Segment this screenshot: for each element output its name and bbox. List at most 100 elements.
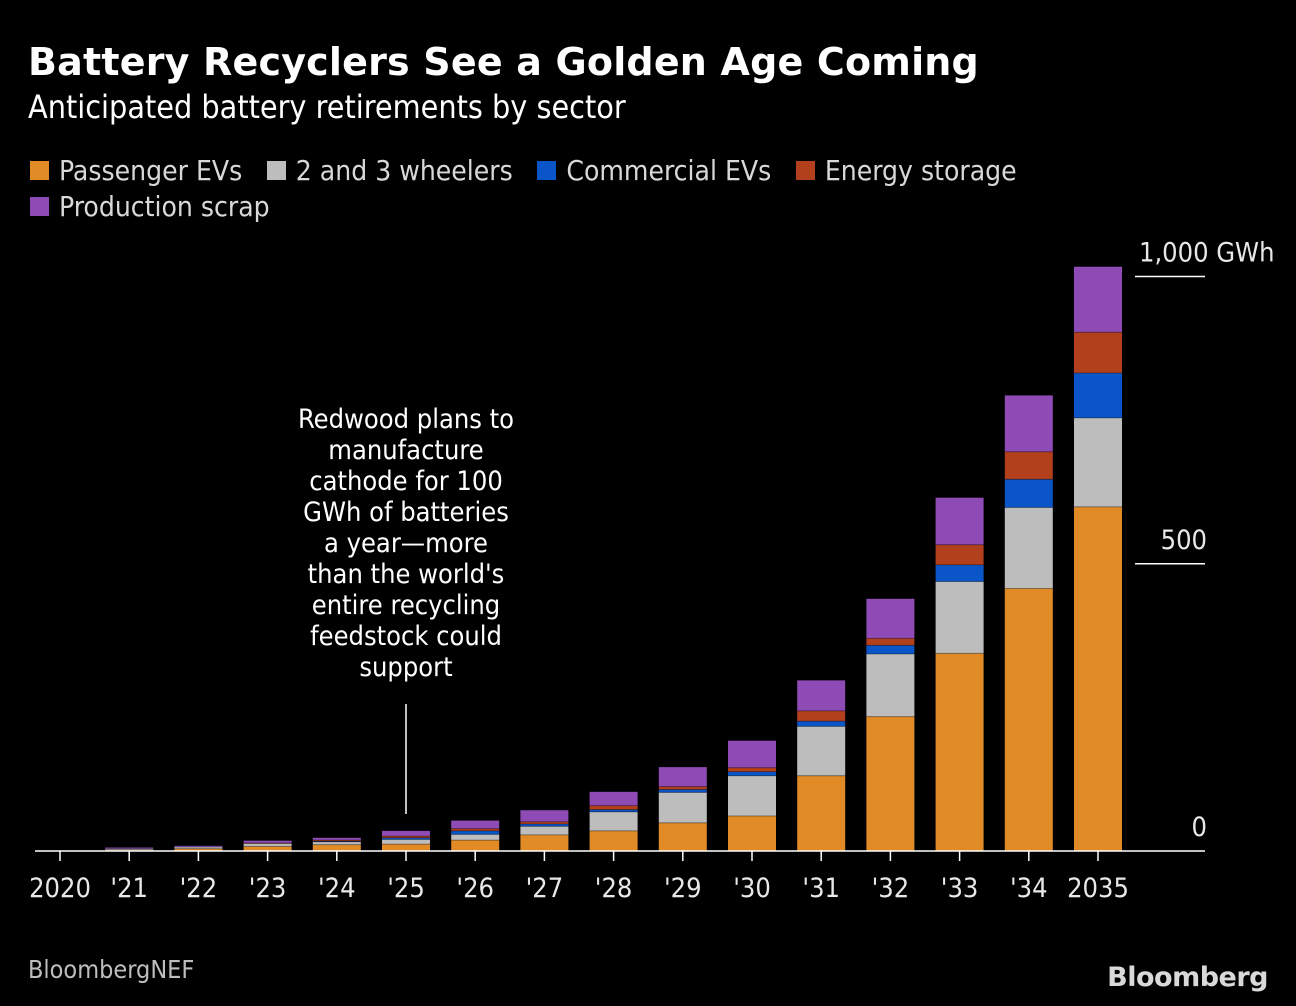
bar-commercial-evs-24 [312, 841, 361, 842]
x-tick-label-2020: 2020 [29, 873, 91, 904]
bar-energy-storage-2035 [1074, 332, 1122, 374]
bar-passenger-evs-29 [658, 822, 707, 851]
bar-commercial-evs-33 [935, 564, 984, 582]
x-tick-label-25: '25 [387, 873, 425, 904]
bar-energy-storage-30 [728, 767, 776, 772]
bar-passenger-evs-28 [589, 830, 638, 851]
legend-label-commercial-evs: Commercial EVs [566, 153, 772, 187]
bar-passenger-evs-34 [1004, 588, 1053, 851]
x-tick-label-28: '28 [595, 873, 633, 904]
bar-commercial-evs-27 [520, 823, 569, 827]
bar-passenger-evs-30 [728, 815, 776, 851]
bar-2-and-3-wheelers-27 [520, 826, 569, 835]
bar-production-scrap-25 [382, 830, 430, 837]
bar-production-scrap-2035 [1074, 266, 1122, 333]
legend-swatch-2-and-3-wheelers [266, 160, 286, 180]
bar-2-and-3-wheelers-21 [105, 848, 154, 850]
annotation-line: entire recycling [312, 590, 500, 621]
x-tick-label-32: '32 [872, 873, 910, 904]
y-axis: 0 500 1,000 GWh [1135, 238, 1274, 843]
bar-2-and-3-wheelers-29 [658, 792, 707, 823]
bar-commercial-evs-31 [797, 721, 846, 727]
x-tick-label-33: '33 [941, 873, 979, 904]
bar-passenger-evs-33 [935, 653, 984, 851]
bar-commercial-evs-30 [728, 771, 776, 776]
legend-swatch-passenger-evs [30, 160, 49, 180]
bar-energy-storage-29 [658, 786, 707, 790]
annotation-line: than the world's [308, 559, 505, 590]
y-tick-label-1-000-gwh: 1,000 GWh [1139, 238, 1274, 269]
bar-production-scrap-27 [520, 810, 569, 822]
x-tick-label-2035: 2035 [1067, 873, 1129, 904]
bar-2-and-3-wheelers-33 [935, 581, 984, 654]
bar-production-scrap-29 [658, 767, 707, 787]
annotation-line: manufacture [328, 435, 483, 466]
bar-passenger-evs-24 [312, 844, 361, 851]
bar-commercial-evs-2035 [1074, 373, 1122, 418]
x-tick-label-22: '22 [180, 873, 218, 904]
bar-passenger-evs-31 [797, 775, 846, 851]
legend-item-2-and-3-wheelers: 2 and 3 wheelers [266, 152, 513, 188]
bar-2-and-3-wheelers-30 [728, 775, 776, 816]
bar-2-and-3-wheelers-28 [589, 811, 638, 831]
bar-2-and-3-wheelers-31 [797, 726, 846, 776]
bar-commercial-evs-28 [589, 809, 638, 812]
bar-passenger-evs-32 [866, 716, 915, 851]
bar-production-scrap-23 [243, 840, 292, 843]
legend-item-commercial-evs: Commercial EVs [537, 152, 771, 188]
x-axis: 2020 '21 '22 '23 '24 '25 '26 '27 '28 '29 '30 '31 '32… [29, 850, 1205, 904]
source-note: BloombergNEF [28, 955, 195, 984]
x-tick-label-24: '24 [318, 873, 356, 904]
bar-production-scrap-24 [312, 837, 361, 841]
annotation-line: a year—more [324, 528, 488, 559]
bar-energy-storage-23 [243, 842, 292, 844]
x-tick-label-29: '29 [664, 873, 702, 904]
legend-item-energy-storage: Energy storage [795, 152, 1017, 188]
bar-commercial-evs-26 [451, 830, 500, 835]
bar-commercial-evs-34 [1004, 479, 1053, 508]
bar-production-scrap-28 [589, 791, 638, 806]
x-tick-label-31: '31 [802, 873, 840, 904]
bar-2-and-3-wheelers-22 [174, 846, 223, 849]
bar-production-scrap-32 [866, 598, 915, 639]
y-tick-label-0: 0 [1192, 812, 1207, 843]
legend: Passenger EVs 2 and 3 wheelers Commercia… [30, 152, 1130, 224]
legend-swatch-commercial-evs [537, 160, 557, 180]
bar-energy-storage-28 [589, 805, 638, 810]
annotation-line: Redwood plans to [298, 404, 514, 435]
bar-production-scrap-21 [105, 847, 154, 849]
bar-2-and-3-wheelers-24 [312, 841, 361, 845]
bar-passenger-evs-26 [451, 840, 500, 851]
bar-2-and-3-wheelers-32 [866, 653, 915, 717]
bar-energy-storage-27 [520, 821, 569, 824]
bar-production-scrap-26 [451, 820, 500, 829]
legend-swatch-production-scrap [30, 196, 49, 216]
bar-passenger-evs-27 [520, 834, 569, 851]
legend-label-energy-storage: Energy storage [824, 153, 1017, 187]
bar-energy-storage-33 [935, 544, 984, 565]
annotation-line: cathode for 100 [309, 466, 503, 497]
bar-energy-storage-24 [312, 840, 361, 842]
x-tick-label-21: '21 [110, 873, 148, 904]
bar-2-and-3-wheelers-23 [243, 843, 292, 847]
bar-commercial-evs-29 [658, 789, 707, 793]
annotation-text: Redwood plans to manufacture cathode for 1… [298, 404, 514, 683]
bar-2-and-3-wheelers-34 [1004, 507, 1053, 589]
bar-passenger-evs-2035 [1074, 506, 1122, 851]
bar-energy-storage-34 [1004, 451, 1053, 480]
annotation-line: support [359, 652, 452, 683]
x-tick-label-23: '23 [249, 873, 287, 904]
legend-label-passenger-evs: Passenger EVs [59, 153, 243, 187]
bar-passenger-evs-23 [243, 846, 292, 851]
legend-label-production-scrap: Production scrap [59, 189, 270, 223]
x-tick-label-26: '26 [456, 873, 494, 904]
bar-2-and-3-wheelers-26 [451, 834, 500, 841]
chart-title: Battery Recyclers See a Golden Age Comin… [28, 40, 979, 84]
bloomberg-logo: Bloomberg [1107, 962, 1268, 993]
x-tick-label-30: '30 [733, 873, 771, 904]
y-tick-label-500: 500 [1161, 525, 1207, 556]
x-tick-label-34: '34 [1010, 873, 1048, 904]
bar-energy-storage-25 [382, 836, 430, 838]
bar-passenger-evs-25 [382, 844, 430, 851]
